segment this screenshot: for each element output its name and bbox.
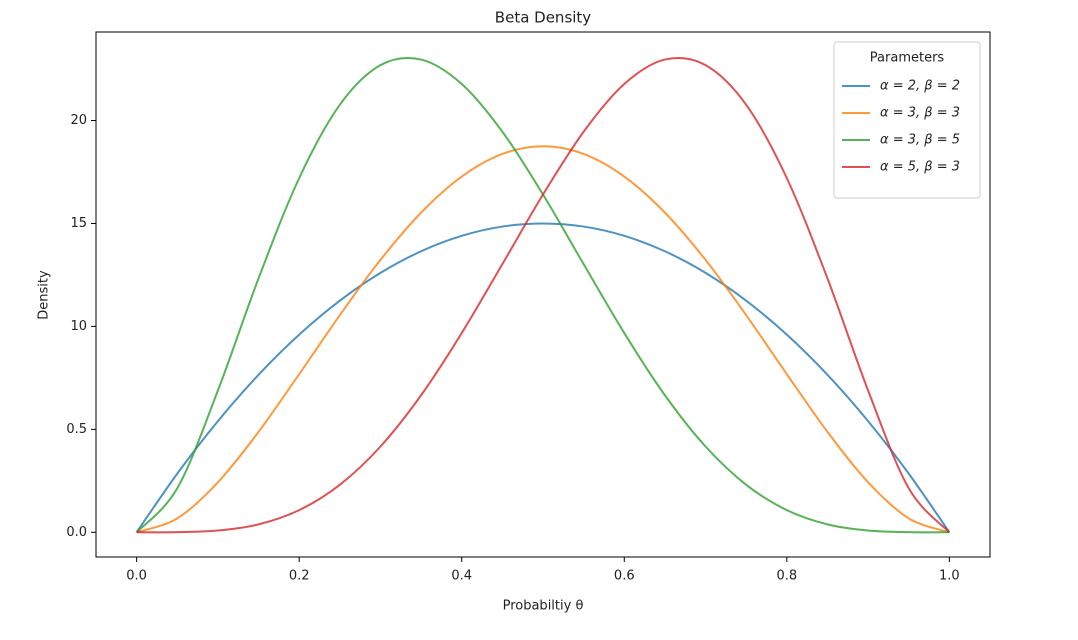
x-tick-label: 1.0 bbox=[939, 569, 960, 584]
legend-title: Parameters bbox=[870, 51, 945, 66]
line-series bbox=[136, 145, 950, 534]
x-tick-label: 0.2 bbox=[289, 569, 310, 584]
x-tick-label: 0.8 bbox=[776, 569, 797, 584]
x-tick-label: 0.4 bbox=[451, 569, 472, 584]
y-tick-label: 20 bbox=[70, 113, 87, 128]
y-axis-label: Density bbox=[37, 270, 52, 320]
y-tick-label: 0.5 bbox=[66, 422, 87, 437]
legend-label: α = 5, β = 3 bbox=[880, 160, 960, 175]
legend-label: α = 3, β = 3 bbox=[880, 106, 960, 121]
legend-box bbox=[833, 41, 981, 199]
plot-frame bbox=[95, 31, 991, 558]
line-series bbox=[135, 56, 950, 534]
legend-label: α = 3, β = 5 bbox=[880, 133, 960, 148]
x-axis-label: Probabiltiy θ bbox=[503, 599, 584, 614]
chart-title: Beta Density bbox=[495, 9, 592, 27]
y-tick-label: 0.0 bbox=[66, 525, 87, 540]
line-series bbox=[136, 56, 951, 534]
line-series bbox=[135, 222, 951, 533]
y-tick-label: 10 bbox=[70, 319, 87, 334]
x-tick-label: 0.0 bbox=[126, 569, 147, 584]
x-tick-label: 0.6 bbox=[614, 569, 635, 584]
legend-label: α = 2, β = 2 bbox=[880, 79, 960, 94]
y-tick-label: 15 bbox=[70, 216, 87, 231]
